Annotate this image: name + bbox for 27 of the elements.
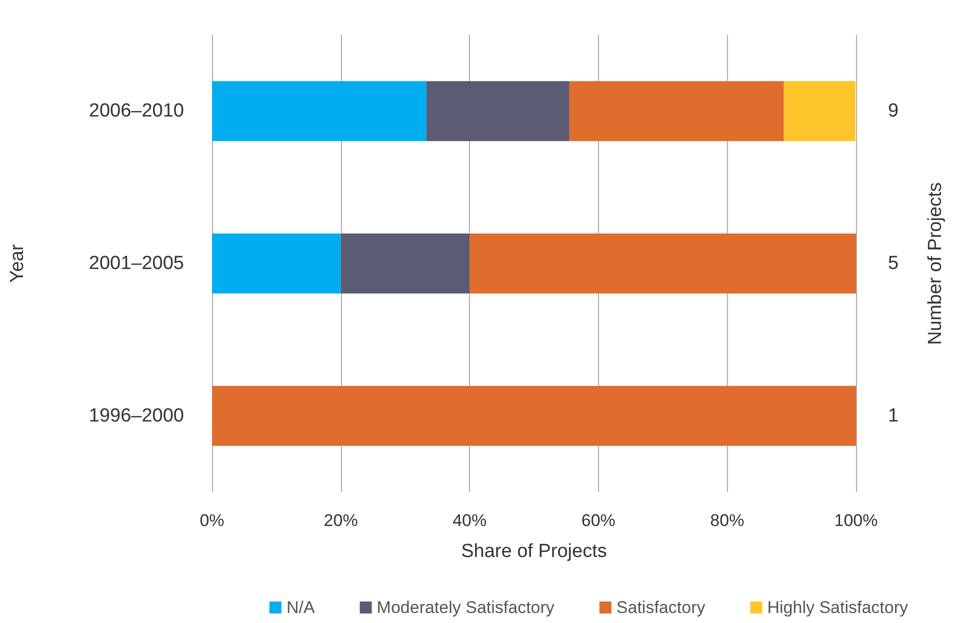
x-tick-label: 80% (710, 511, 744, 530)
y-tick-label: 2001–2005 (88, 253, 184, 274)
y2-tick-label: 5 (888, 253, 899, 274)
x-axis-title: Share of Projects (461, 541, 607, 562)
x-tick-label: 60% (581, 511, 616, 530)
legend-label: N/A (286, 598, 316, 617)
legend-label: Moderately Satisfactory (376, 598, 555, 617)
x-tick-label: 0% (200, 511, 224, 530)
legend-label: Highly Satisfactory (767, 598, 908, 617)
bar (212, 386, 856, 446)
legend-label: Satisfactory (616, 598, 706, 617)
x-tick-label: 100% (834, 511, 878, 530)
x-tick-label: 20% (324, 511, 358, 530)
bar (340, 234, 470, 294)
y2-tick-label: 1 (888, 405, 899, 426)
bar (784, 81, 856, 142)
bar (426, 81, 570, 142)
bar (470, 234, 856, 294)
y2-axis-title: Number of Projects (925, 182, 946, 345)
bar (569, 81, 784, 142)
y-axis-title: Year (7, 244, 28, 283)
bar (212, 234, 341, 294)
x-tick-label: 40% (452, 511, 487, 530)
y2-tick-label: 9 (888, 100, 899, 122)
y-tick-label: 1996–2000 (88, 405, 184, 426)
bar (212, 81, 426, 142)
y-tick-label: 2006–2010 (88, 100, 184, 122)
